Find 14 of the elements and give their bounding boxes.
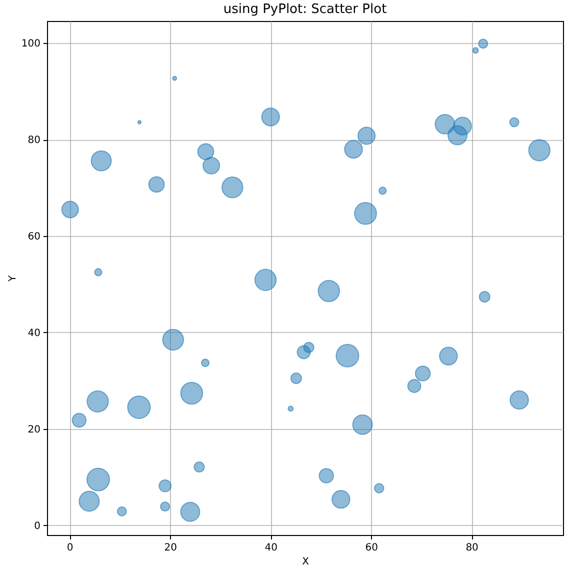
x-tick-label: 0 xyxy=(66,542,74,554)
y-tick-label: 80 xyxy=(28,135,40,146)
y-tick-label: 20 xyxy=(28,424,40,436)
x-axis-title: X xyxy=(302,556,310,568)
chart-title: using PyPlot: Scatter Plot xyxy=(223,2,387,17)
x-tick-label: 20 xyxy=(164,542,177,554)
x-tick-label: 80 xyxy=(466,542,478,554)
x-tick-label: 40 xyxy=(264,542,278,554)
y-tick-label: 0 xyxy=(34,520,40,532)
y-tick-label: 100 xyxy=(21,38,40,50)
y-tick-label: 60 xyxy=(28,232,40,243)
y-axis-title: Y xyxy=(7,274,18,283)
x-tick-label: 60 xyxy=(365,542,378,554)
y-tick-label: 40 xyxy=(28,328,40,339)
